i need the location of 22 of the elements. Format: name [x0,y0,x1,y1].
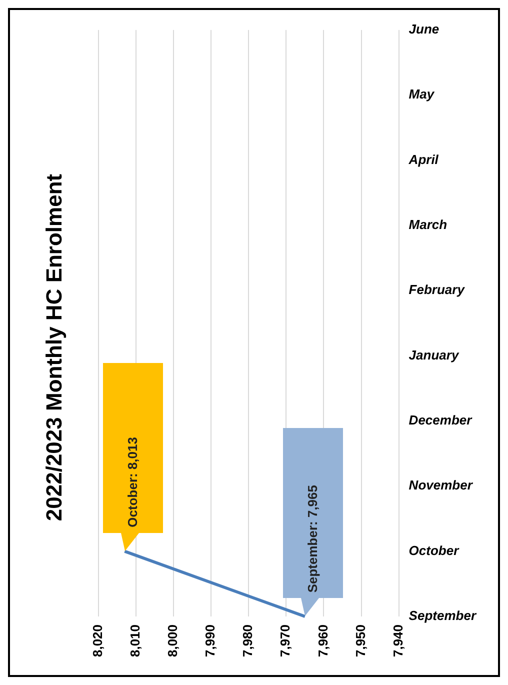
data-label: September: 7,965 [305,484,320,592]
y-tick-label: February [408,282,466,298]
x-tick-label: 7,960 [315,624,330,658]
x-tick-label: 8,010 [128,624,143,658]
text: 2022/2023 Monthly HC Enrolment [41,173,66,522]
y-tick-label: June [408,22,440,37]
y-tick-label: November [408,478,474,493]
y-tick-label: March [408,217,448,232]
x-tick-label: 8,000 [165,624,180,658]
y-tick-label: October [408,542,460,558]
x-tick-label: 7,990 [202,624,218,658]
x-tick-label: 7,970 [278,624,293,658]
x-tick-label: 7,940 [390,624,406,658]
x-tick-label: 8,020 [90,624,105,658]
y-tick-label: December [408,412,473,428]
x-tick-label: 7,980 [240,624,256,658]
x-tick-label: 7,950 [352,624,368,658]
y-tick-label: September [408,608,477,624]
y-tick-label: May [408,86,435,102]
data-label: October: 8,013 [125,436,140,528]
y-tick-label: April [408,152,439,167]
y-tick-label: January [408,347,460,362]
